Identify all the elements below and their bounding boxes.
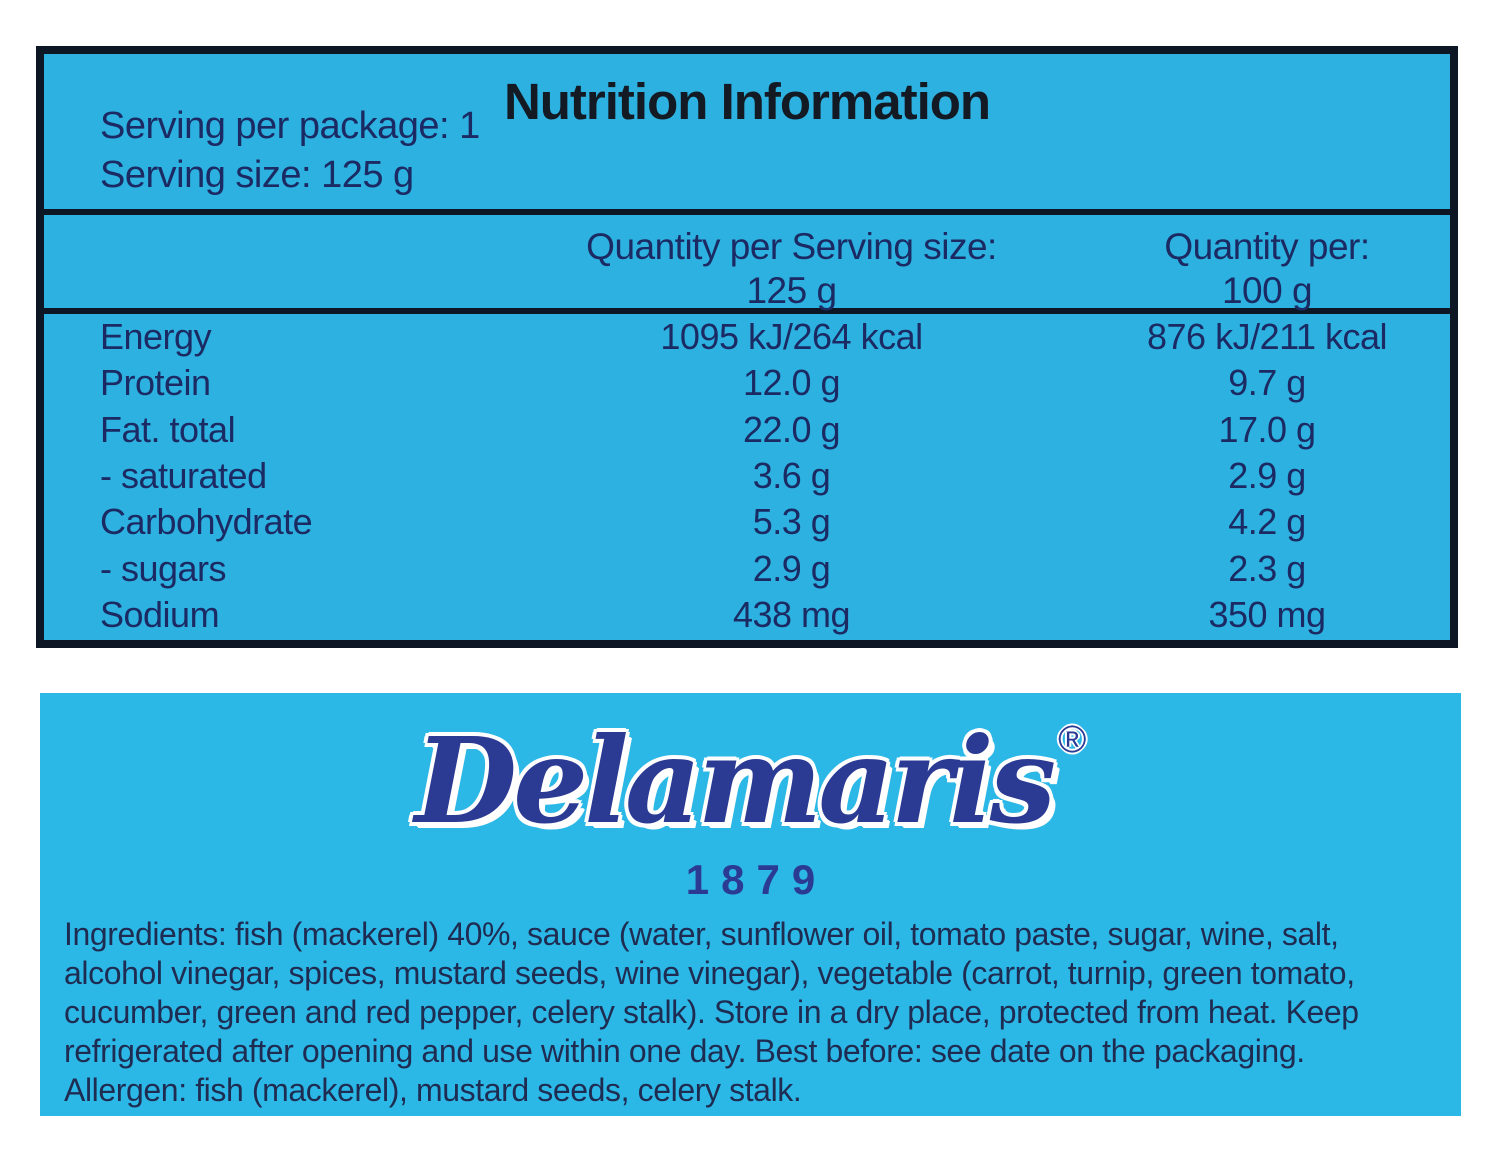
brand-panel: Delamaris ® 1879 Ingredients: fish (macke… (40, 693, 1461, 1116)
table-row-protein: Protein 12.0 g 9.7 g (44, 360, 1450, 406)
ingredient-line: Ingredients: fish (mackerel) 40%, sauce … (64, 916, 1339, 952)
value-per-100g: 17.0 g (1218, 408, 1316, 450)
value-per-100g: 2.9 g (1228, 454, 1306, 496)
serving-size: Serving size: 125 g (100, 154, 414, 196)
nutrient-name: Fat. total (100, 408, 236, 450)
nutrition-label-panel: Nutrition Information Serving per packag… (36, 46, 1458, 648)
serving-per-package: Serving per package: 1 (100, 105, 480, 147)
value-per-serving: 438 mg (732, 593, 851, 635)
value-per-serving: 12.0 g (742, 362, 841, 404)
table-row-fat-total: Fat. total 22.0 g 17.0 g (44, 407, 1450, 453)
ingredient-line: alcohol vinegar, spices, mustard seeds, … (64, 955, 1355, 991)
column-header-spacer (44, 225, 499, 313)
value-per-100g: 876 kJ/211 kcal (1147, 316, 1387, 358)
ingredient-line: cucumber, green and red pepper, celery s… (64, 994, 1359, 1030)
nutrient-name: Carbohydrate (100, 501, 313, 543)
nutrition-title: Nutrition Information (503, 73, 991, 130)
nutrient-name: Protein (100, 362, 211, 404)
value-per-100g: 2.3 g (1228, 547, 1306, 589)
per-100g-amount: 100 g (1221, 270, 1313, 311)
brand-logo: Delamaris ® 1879 (40, 711, 1461, 904)
value-per-serving: 1095 kJ/264 kcal (660, 316, 923, 358)
value-per-100g: 4.2 g (1228, 501, 1306, 543)
table-row-carbohydrate: Carbohydrate 5.3 g 4.2 g (44, 499, 1450, 545)
per-serving-label: Quantity per Serving size: (586, 226, 997, 267)
nutrient-name: - sugars (100, 547, 227, 589)
nutrient-rows-section: Energy 1095 kJ/264 kcal 876 kJ/211 kcal … (44, 314, 1450, 640)
value-per-serving: 5.3 g (752, 501, 831, 543)
ingredients-text: Ingredients: fish (mackerel) 40%, sauce … (64, 915, 1359, 1110)
value-per-serving: 22.0 g (742, 408, 841, 450)
nutrient-name: - saturated (100, 454, 267, 496)
table-row-sugars: - sugars 2.9 g 2.3 g (44, 545, 1450, 591)
column-header-per-serving: Quantity per Serving size: 125 g (499, 225, 1084, 313)
value-per-100g: 9.7 g (1228, 362, 1306, 404)
table-row-sodium: Sodium 438 mg 350 mg (44, 592, 1450, 638)
value-per-100g: 350 mg (1208, 593, 1326, 635)
registered-trademark-icon: ® (1058, 719, 1087, 761)
ingredient-line: Allergen: fish (mackerel), mustard seeds… (64, 1072, 802, 1108)
ingredient-line: refrigerated after opening and use withi… (64, 1033, 1305, 1069)
column-header-section: Quantity per Serving size: 125 g Quantit… (44, 215, 1450, 314)
per-100g-label: Quantity per: (1164, 226, 1370, 267)
brand-year: 1879 (685, 856, 828, 903)
nutrient-name: Energy (100, 316, 212, 358)
value-per-serving: 2.9 g (752, 547, 831, 589)
column-header-per-100g: Quantity per: 100 g (1084, 225, 1450, 313)
table-row-energy: Energy 1095 kJ/264 kcal 876 kJ/211 kcal (44, 314, 1450, 360)
per-serving-amount: 125 g (746, 270, 837, 311)
value-per-serving: 3.6 g (752, 454, 831, 496)
nutrient-name: Sodium (100, 593, 220, 635)
serving-info: Serving per package: 1 Serving size: 125… (100, 102, 480, 200)
table-row-saturated: - saturated 3.6 g 2.9 g (44, 453, 1450, 499)
serving-info-section: Nutrition Information Serving per packag… (44, 54, 1450, 215)
brand-logo-wordmark: Delamaris (414, 711, 1056, 850)
